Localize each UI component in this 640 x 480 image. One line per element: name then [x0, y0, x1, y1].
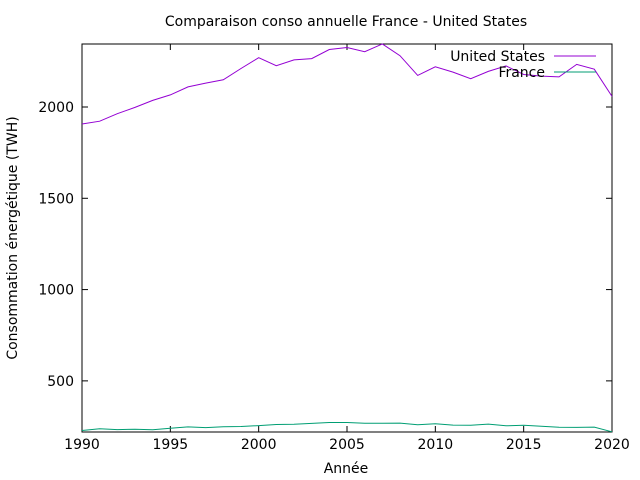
x-tick-label: 2020: [594, 437, 630, 453]
y-axis-label: Consommation énergétique (TWH): [5, 116, 21, 359]
legend-label-france: France: [498, 65, 545, 81]
x-tick-label: 2010: [418, 437, 454, 453]
legend-label-united-states: United States: [450, 49, 545, 65]
plot-frame: [81, 43, 613, 433]
y-tick-label: 2000: [38, 100, 74, 116]
x-tick-label: 1995: [153, 437, 189, 453]
tick-marks: [81, 44, 613, 432]
tick-labels: 1990 1995 2000 2005 2010 2015 2020 500 1000 1500 2…: [38, 100, 629, 453]
x-axis-label: Année: [324, 461, 369, 477]
chart-title: Comparaison conso annuelle France - Unit…: [165, 14, 527, 30]
series-line-united-states: [81, 43, 613, 125]
y-tick-label: 1500: [38, 191, 74, 207]
y-tick-label: 1000: [38, 283, 74, 299]
x-tick-label: 2015: [506, 437, 542, 453]
axes: [81, 43, 613, 433]
y-tick-label: 500: [47, 374, 74, 390]
x-tick-label: 2005: [329, 437, 365, 453]
series-lines: [81, 43, 613, 433]
x-tick-label: 1990: [64, 437, 100, 453]
x-tick-label: 2000: [241, 437, 277, 453]
series-line-france: [81, 422, 613, 433]
